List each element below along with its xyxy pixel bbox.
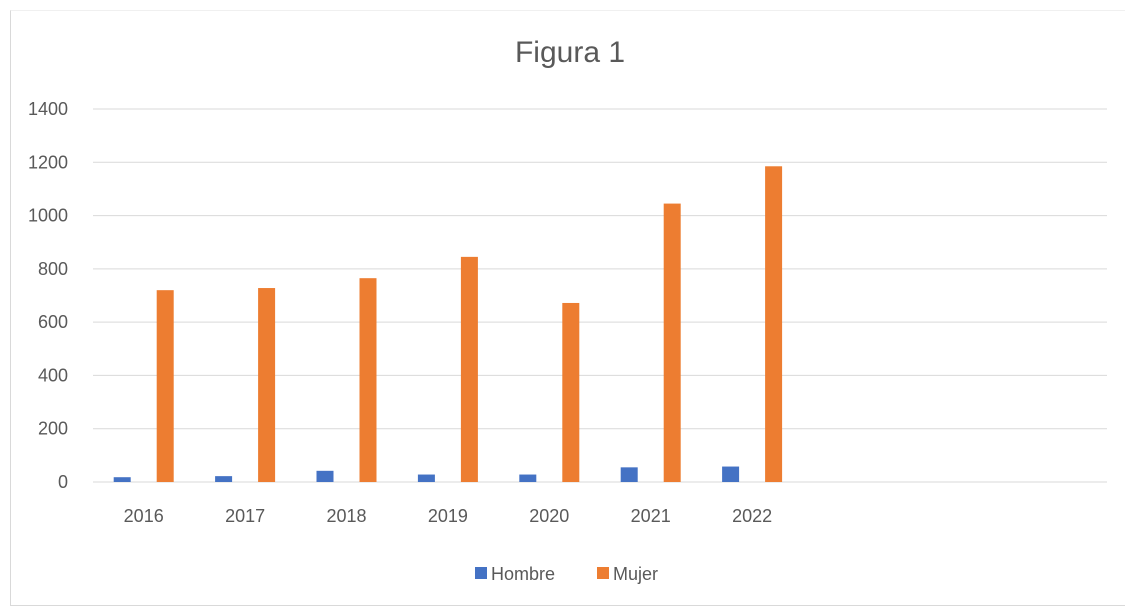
bar-hombre-2021: [620, 467, 638, 482]
x-tick-label: 2020: [529, 506, 569, 526]
bar-hombre-2016: [113, 477, 131, 482]
bar-mujer-2021: [663, 203, 681, 482]
x-tick-label: 2021: [631, 506, 671, 526]
y-axis-ticks: 0 200 400 600 800 1000 1200 1400: [28, 99, 68, 492]
y-tick-label: 800: [38, 259, 68, 279]
y-tick-label: 400: [38, 365, 68, 385]
chart-title: Figura 1: [515, 36, 625, 69]
legend-swatch-mujer: [597, 567, 609, 579]
x-tick-label: 2018: [326, 506, 366, 526]
bar-hombre-2020: [519, 474, 537, 482]
bar-mujer-2022: [765, 166, 783, 482]
bars: [113, 166, 783, 482]
bar-mujer-2019: [460, 256, 478, 482]
bar-hombre-2018: [316, 470, 334, 482]
legend-swatch-hombre: [475, 567, 487, 579]
chart-frame: [10, 10, 1125, 606]
y-tick-label: 1000: [28, 206, 68, 226]
x-tick-label: 2017: [225, 506, 265, 526]
bar-mujer-2017: [258, 288, 276, 482]
x-axis-ticks: 2016 2017 2018 2019 2020 2021 2022: [124, 506, 772, 526]
bar-hombre-2022: [722, 466, 740, 482]
gridlines: [93, 108, 1107, 483]
bar-mujer-2018: [359, 278, 377, 482]
legend-label-hombre: Hombre: [491, 564, 555, 584]
y-tick-label: 200: [38, 419, 68, 439]
bar-mujer-2020: [562, 302, 580, 482]
legend-label-mujer: Mujer: [613, 564, 658, 584]
y-tick-label: 1200: [28, 152, 68, 172]
x-tick-label: 2016: [124, 506, 164, 526]
x-tick-label: 2022: [732, 506, 772, 526]
bar-mujer-2016: [156, 290, 174, 482]
y-tick-label: 600: [38, 312, 68, 332]
bar-hombre-2017: [215, 476, 233, 482]
y-tick-label: 0: [58, 472, 68, 492]
y-tick-label: 1400: [28, 99, 68, 119]
legend: Hombre Mujer: [475, 564, 658, 584]
bar-hombre-2019: [417, 474, 435, 482]
x-tick-label: 2019: [428, 506, 468, 526]
